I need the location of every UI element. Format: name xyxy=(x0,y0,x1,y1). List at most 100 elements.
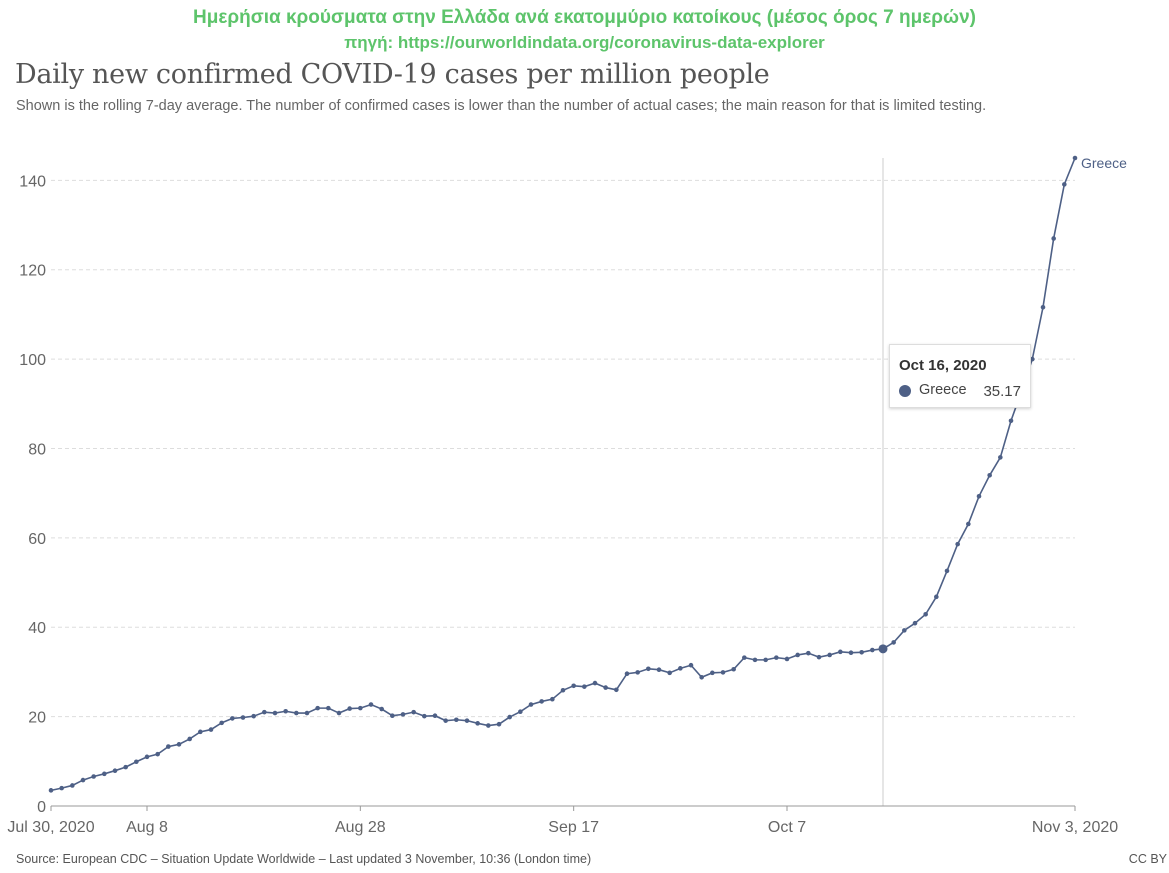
data-point[interactable] xyxy=(134,759,139,765)
data-point[interactable] xyxy=(667,670,672,676)
data-point[interactable] xyxy=(987,472,992,478)
data-point[interactable] xyxy=(592,680,598,686)
data-point[interactable] xyxy=(688,662,694,668)
data-point[interactable] xyxy=(432,713,438,719)
data-point[interactable] xyxy=(464,718,470,723)
data-point[interactable] xyxy=(710,670,715,676)
data-point[interactable] xyxy=(720,670,726,675)
data-point[interactable] xyxy=(838,649,843,655)
data-point[interactable] xyxy=(187,736,192,742)
data-point[interactable] xyxy=(400,712,406,717)
data-point[interactable] xyxy=(1008,418,1014,424)
data-point[interactable] xyxy=(518,709,523,715)
data-point[interactable] xyxy=(646,666,651,672)
data-point[interactable] xyxy=(272,710,278,716)
data-point[interactable] xyxy=(934,594,939,600)
data-point[interactable] xyxy=(230,716,235,721)
data-point[interactable] xyxy=(998,455,1003,460)
data-point[interactable] xyxy=(582,684,587,689)
data-point[interactable] xyxy=(176,742,182,747)
data-point[interactable] xyxy=(539,699,544,704)
data-point[interactable] xyxy=(848,650,854,656)
data-point[interactable] xyxy=(70,783,75,788)
data-point[interactable] xyxy=(390,713,395,719)
data-point[interactable] xyxy=(902,628,907,633)
data-point[interactable] xyxy=(1051,236,1056,241)
data-point[interactable] xyxy=(251,713,256,719)
data-point[interactable] xyxy=(59,785,64,791)
data-point[interactable] xyxy=(368,702,374,707)
data-point[interactable] xyxy=(112,768,118,773)
data-point[interactable] xyxy=(795,652,800,658)
data-point[interactable] xyxy=(966,521,971,527)
data-point[interactable] xyxy=(379,706,384,712)
footer-license-link[interactable]: CC BY xyxy=(1128,852,1167,866)
data-point[interactable] xyxy=(91,774,96,779)
data-point[interactable] xyxy=(1062,182,1067,187)
data-point[interactable] xyxy=(315,705,320,711)
data-point[interactable] xyxy=(486,723,491,728)
data-point[interactable] xyxy=(496,721,502,727)
data-point[interactable] xyxy=(955,541,960,547)
data-point[interactable] xyxy=(166,744,171,749)
data-point[interactable] xyxy=(635,670,640,675)
data-point[interactable] xyxy=(976,494,982,499)
data-point[interactable] xyxy=(240,715,246,720)
data-point[interactable] xyxy=(603,685,608,690)
data-point[interactable] xyxy=(550,696,555,702)
data-point[interactable] xyxy=(560,687,566,693)
series-line[interactable] xyxy=(50,157,1076,792)
data-point[interactable] xyxy=(144,754,150,760)
data-point[interactable] xyxy=(155,751,160,757)
data-point[interactable] xyxy=(752,657,758,663)
data-point[interactable] xyxy=(816,654,822,660)
data-point[interactable] xyxy=(475,721,480,726)
data-point[interactable] xyxy=(699,674,704,680)
data-point[interactable] xyxy=(304,710,310,716)
data-point[interactable] xyxy=(326,705,331,711)
data-point[interactable] xyxy=(944,568,950,574)
data-point[interactable] xyxy=(454,717,459,723)
data-point[interactable] xyxy=(443,718,448,723)
data-point[interactable] xyxy=(48,788,54,793)
data-point[interactable] xyxy=(422,713,427,719)
data-point[interactable] xyxy=(507,714,512,720)
data-point[interactable] xyxy=(336,710,342,716)
data-point[interactable] xyxy=(624,671,630,677)
data-point[interactable] xyxy=(283,708,288,714)
data-point[interactable] xyxy=(763,657,768,663)
data-point[interactable] xyxy=(528,702,534,707)
data-point[interactable] xyxy=(614,687,619,693)
footer-source[interactable]: Source: European CDC – Situation Update … xyxy=(16,852,592,866)
series-greece[interactable] xyxy=(48,155,1078,793)
highlighted-data-point[interactable] xyxy=(878,644,888,654)
data-point[interactable] xyxy=(923,611,928,617)
data-point[interactable] xyxy=(1030,356,1035,362)
data-point[interactable] xyxy=(742,655,747,660)
data-point[interactable] xyxy=(411,709,416,715)
data-point[interactable] xyxy=(123,764,128,770)
data-point[interactable] xyxy=(219,720,224,726)
data-point[interactable] xyxy=(1072,155,1078,161)
data-point[interactable] xyxy=(806,650,811,656)
data-point[interactable] xyxy=(80,777,86,783)
data-point[interactable] xyxy=(347,706,352,711)
data-point[interactable] xyxy=(358,705,363,711)
data-point[interactable] xyxy=(102,771,107,777)
data-point[interactable] xyxy=(859,649,864,655)
data-point[interactable] xyxy=(262,709,267,715)
data-point[interactable] xyxy=(784,656,790,662)
data-point[interactable] xyxy=(198,729,203,735)
data-point[interactable] xyxy=(571,683,576,689)
data-point[interactable] xyxy=(208,727,214,732)
data-point[interactable] xyxy=(827,652,832,658)
data-point[interactable] xyxy=(294,710,299,716)
data-point[interactable] xyxy=(731,666,736,672)
data-point[interactable] xyxy=(678,666,683,671)
data-point[interactable] xyxy=(870,647,875,653)
data-point[interactable] xyxy=(774,655,779,660)
data-point[interactable] xyxy=(656,667,662,672)
data-point[interactable] xyxy=(891,640,896,645)
data-point[interactable] xyxy=(1040,304,1046,310)
